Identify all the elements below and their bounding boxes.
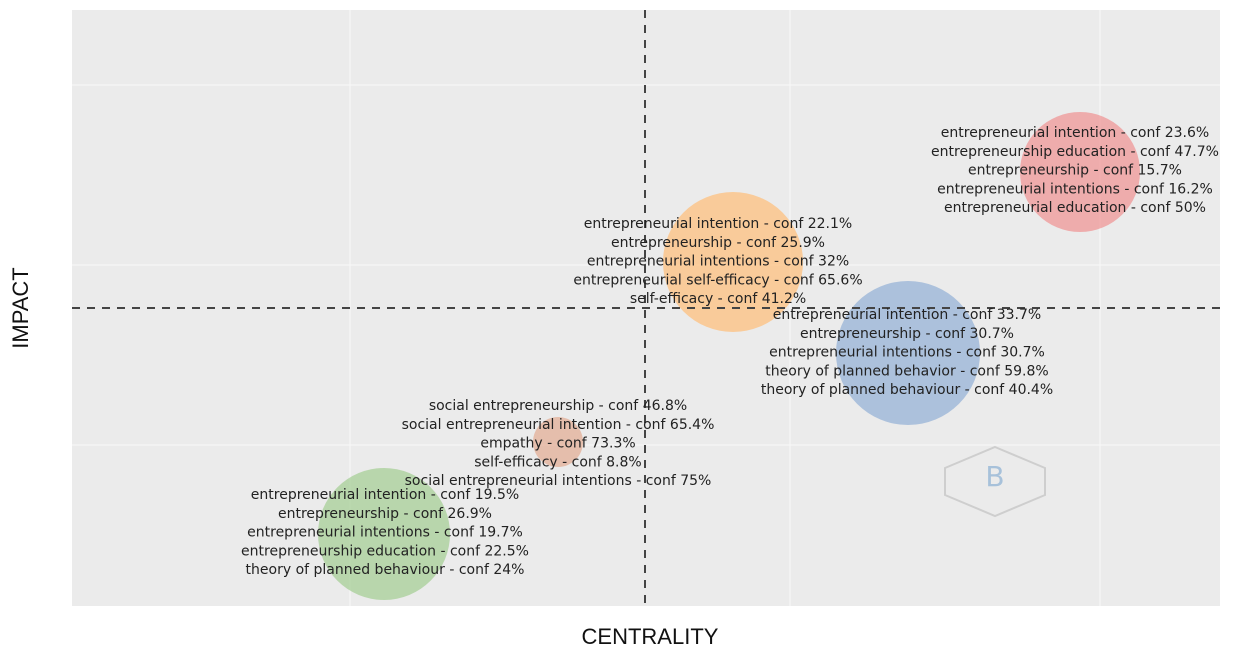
cluster-label: self-efficacy - conf 41.2%: [630, 291, 806, 307]
cluster-label: entrepreneurial intention - conf 19.5%: [251, 487, 519, 503]
cluster-bubble: [533, 417, 583, 467]
cluster-label: entrepreneurial self-efficacy - conf 65.…: [573, 272, 862, 288]
svg-text:B: B: [985, 460, 1004, 493]
bubbles: [318, 112, 1140, 600]
cluster-label: entrepreneurial intentions - conf 32%: [587, 254, 849, 270]
cluster-label: empathy - conf 73.3%: [480, 436, 635, 452]
cluster-label: entrepreneurship education - conf 22.5%: [241, 543, 529, 559]
cluster-label: social entrepreneurial intention - conf …: [402, 417, 715, 433]
cluster-label: social entrepreneurial intentions - conf…: [405, 473, 712, 489]
cluster-label: social entrepreneurship - conf 46.8%: [429, 398, 687, 414]
cluster-label: entrepreneurship - conf 30.7%: [800, 326, 1014, 342]
cluster-label: entrepreneurial intentions - conf 19.7%: [247, 525, 523, 541]
labels: entrepreneurial intention - conf 23.6% en…: [241, 125, 1219, 578]
x-axis-label: CENTRALITY: [582, 624, 719, 649]
cluster-bubble: [1020, 112, 1140, 232]
cluster-label: self-efficacy - conf 8.8%: [474, 454, 641, 470]
cluster-label: entrepreneurship education - conf 47.7%: [931, 144, 1219, 160]
cluster-label: theory of planned behaviour - conf 40.4%: [761, 382, 1053, 398]
cluster-bubble: [318, 468, 450, 600]
cluster-label: entrepreneurial intention - conf 22.1%: [584, 216, 852, 232]
cluster-label: entrepreneurial education - conf 50%: [944, 200, 1206, 216]
cluster-label: entrepreneurship - conf 25.9%: [611, 235, 825, 251]
cluster-label: theory of planned behaviour - conf 24%: [246, 562, 525, 578]
cluster-bubble: [836, 281, 980, 425]
cluster-label: entrepreneurial intentions - conf 16.2%: [937, 181, 1213, 197]
cluster-label: entrepreneurial intentions - conf 30.7%: [769, 345, 1045, 361]
y-axis-label: IMPACT: [8, 267, 33, 348]
cluster-label: entrepreneurial intention - conf 23.6%: [941, 125, 1209, 141]
cluster-label: entrepreneurship - conf 15.7%: [968, 163, 1182, 179]
cluster-label: entrepreneurship - conf 26.9%: [278, 506, 492, 522]
cluster-label: entrepreneurial intention - conf 33.7%: [773, 307, 1041, 323]
logo: B: [944, 445, 1046, 518]
cluster-bubble: [663, 192, 803, 332]
cluster-label: theory of planned behavior - conf 59.8%: [765, 363, 1048, 379]
